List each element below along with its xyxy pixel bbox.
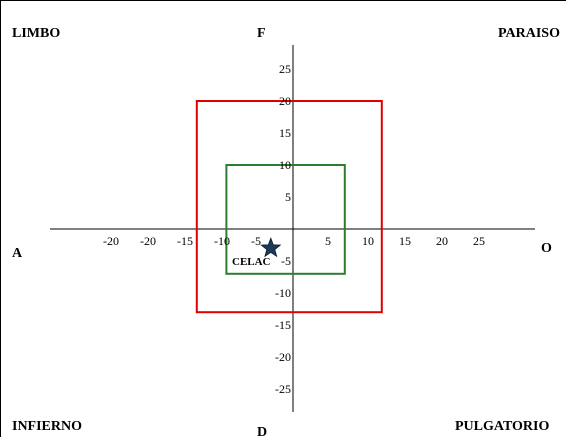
x-tick-label: -20 bbox=[140, 234, 156, 248]
marker-group: CELAC bbox=[232, 237, 282, 268]
x-tick-label: -20 bbox=[103, 234, 119, 248]
axis-label-left: A bbox=[12, 246, 23, 261]
marker-label: CELAC bbox=[232, 256, 271, 268]
y-tick-label: -25 bbox=[275, 382, 291, 396]
x-tick-label: 5 bbox=[325, 234, 331, 248]
axis-label-top: F bbox=[257, 26, 266, 41]
axis-label-bottom: D bbox=[257, 425, 267, 437]
star-icon bbox=[260, 237, 282, 258]
x-tick-label: 25 bbox=[473, 234, 485, 248]
red-square bbox=[195, 100, 383, 314]
y-tick-label: 15 bbox=[279, 126, 291, 140]
corner-label-paraiso: PARAISO bbox=[498, 26, 560, 41]
axis-label-right: O bbox=[541, 241, 552, 256]
x-tick-label: -10 bbox=[214, 234, 230, 248]
x-tick-label: 20 bbox=[436, 234, 448, 248]
y-tick-label: -15 bbox=[275, 318, 291, 332]
y-tick-label: 10 bbox=[279, 158, 291, 172]
y-tick-label: 5 bbox=[285, 190, 291, 204]
y-tick-label: 25 bbox=[279, 62, 291, 76]
x-tick-labels: -20 -20 -15 -10 -5 5 10 15 20 25 bbox=[103, 234, 485, 248]
corner-label-limbo: LIMBO bbox=[12, 26, 60, 41]
x-tick-label: 10 bbox=[362, 234, 374, 248]
y-tick-label: 20 bbox=[279, 94, 291, 108]
x-tick-label: -15 bbox=[177, 234, 193, 248]
y-tick-label: -10 bbox=[275, 286, 291, 300]
y-tick-labels: 25 20 15 10 5 -5 -10 -15 -20 -25 bbox=[275, 62, 291, 396]
x-tick-label: 15 bbox=[399, 234, 411, 248]
corner-label-pulgatorio: PULGATORIO bbox=[455, 419, 549, 434]
rectangles-layer bbox=[195, 100, 383, 314]
green-square bbox=[225, 164, 346, 275]
y-tick-label: -20 bbox=[275, 350, 291, 364]
y-tick-label: -5 bbox=[281, 254, 291, 268]
x-tick-label: -5 bbox=[251, 234, 261, 248]
corner-label-infierno: INFIERNO bbox=[12, 419, 82, 434]
